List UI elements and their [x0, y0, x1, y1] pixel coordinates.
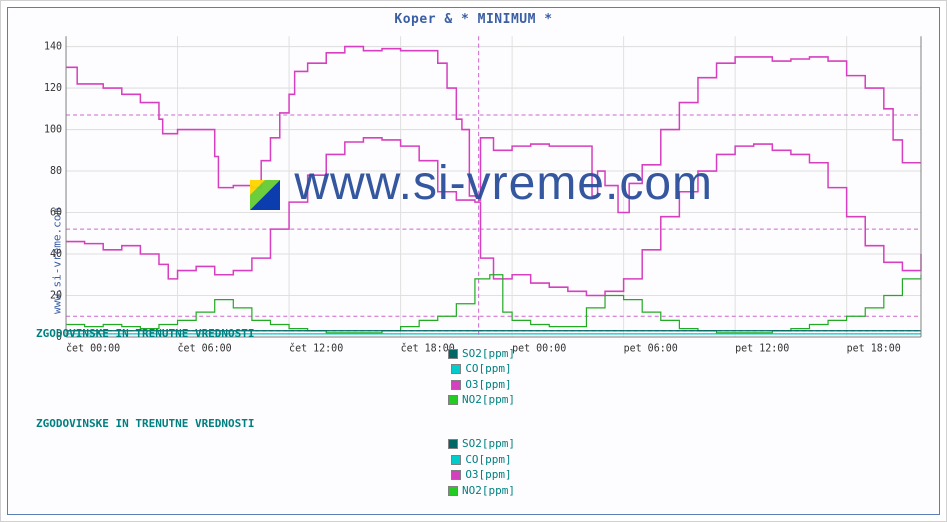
legend-swatch-icon [448, 349, 458, 359]
legend-label: O3[ppm] [465, 468, 511, 481]
legend-swatch-icon [451, 470, 461, 480]
chart-title: Koper & * MINIMUM * [8, 8, 939, 29]
legend-label: NO2[ppm] [462, 484, 515, 497]
legend-label: SO2[ppm] [462, 347, 515, 360]
legend-swatch-icon [451, 380, 461, 390]
legend-item: O3[ppm] [36, 467, 927, 482]
legend-title: ZGODOVINSKE IN TRENUTNE VREDNOSTI [36, 327, 927, 340]
legend-block: ZGODOVINSKE IN TRENUTNE VREDNOSTI SO2[ppm… [36, 417, 927, 498]
legend-swatch-icon [448, 439, 458, 449]
legend-items: SO2[ppm] CO[ppm] O3[ppm] NO2[ppm] [36, 436, 927, 498]
chart-area: 020406080100120140čet 00:00čet 06:00čet … [36, 32, 927, 358]
legend-swatch-icon [448, 486, 458, 496]
legend-title: ZGODOVINSKE IN TRENUTNE VREDNOSTI [36, 417, 927, 430]
svg-text:100: 100 [44, 123, 62, 135]
legend-swatch-icon [451, 455, 461, 465]
legend-item: NO2[ppm] [36, 392, 927, 407]
outer-frame: Koper & * MINIMUM * www.si-vreme.com 020… [0, 0, 947, 522]
legend-item: NO2[ppm] [36, 483, 927, 498]
legend-swatch-icon [448, 395, 458, 405]
legend-label: CO[ppm] [465, 362, 511, 375]
legend-label: SO2[ppm] [462, 437, 515, 450]
legend-block: ZGODOVINSKE IN TRENUTNE VREDNOSTI SO2[ppm… [36, 327, 927, 408]
legend-item: CO[ppm] [36, 361, 927, 376]
svg-text:80: 80 [50, 165, 62, 177]
svg-text:60: 60 [50, 206, 62, 218]
legend-region: ZGODOVINSKE IN TRENUTNE VREDNOSTI SO2[ppm… [36, 327, 927, 508]
svg-text:20: 20 [50, 289, 62, 301]
legend-label: NO2[ppm] [462, 393, 515, 406]
legend-item: CO[ppm] [36, 452, 927, 467]
legend-label: CO[ppm] [465, 453, 511, 466]
legend-items: SO2[ppm] CO[ppm] O3[ppm] NO2[ppm] [36, 346, 927, 408]
svg-text:140: 140 [44, 41, 62, 53]
legend-item: O3[ppm] [36, 377, 927, 392]
legend-swatch-icon [451, 364, 461, 374]
legend-label: O3[ppm] [465, 378, 511, 391]
legend-item: SO2[ppm] [36, 436, 927, 451]
legend-item: SO2[ppm] [36, 346, 927, 361]
chart-svg: 020406080100120140čet 00:00čet 06:00čet … [36, 32, 927, 358]
svg-text:120: 120 [44, 82, 62, 94]
svg-text:40: 40 [50, 248, 62, 260]
inner-panel: Koper & * MINIMUM * www.si-vreme.com 020… [7, 7, 940, 515]
